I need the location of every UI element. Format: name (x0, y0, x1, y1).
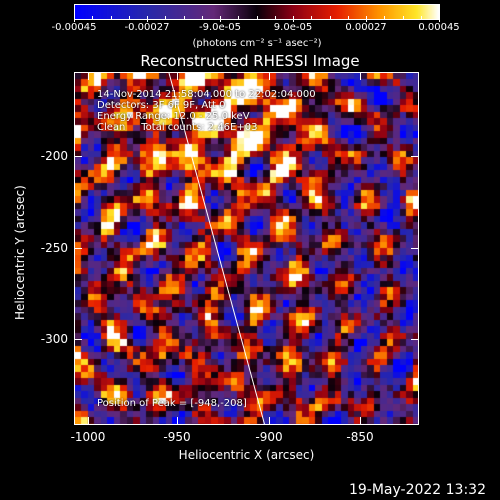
clean-annotation: Clean Total counts: 2.46E+03 (97, 122, 258, 133)
y-tick-label: -250 (40, 241, 68, 255)
x-tick-label: -1000 (70, 430, 106, 444)
axis-tickmark (269, 72, 270, 80)
colorbar-tickmark (274, 16, 276, 19)
colorbar-tickmark (165, 16, 167, 19)
plot-area: 14-Nov-2014 21:58:04.000 to 22:02:04.000… (74, 72, 419, 425)
colorbar-tickmark (293, 16, 294, 22)
colorbar-tickmark (402, 16, 404, 19)
peak-position-annotation: Position of Peak = [-948,-208] (97, 398, 247, 409)
axis-tickmark (360, 72, 361, 80)
colorbar-tickmark (183, 16, 185, 19)
colorbar-tickmark (366, 16, 367, 22)
colorbar-tickmark (420, 16, 422, 19)
colorbar-tick-label: -0.00045 (51, 22, 97, 33)
colorbar-tickmark (256, 16, 258, 19)
colorbar-tickmark (201, 16, 203, 19)
x-axis-label: Heliocentric X (arcsec) (178, 448, 315, 462)
heatmap-image (75, 73, 418, 424)
colorbar-tick-label: 0.00027 (345, 22, 387, 33)
colorbar-tick-label: 9.0e-05 (273, 22, 313, 33)
colorbar-tickmark (439, 16, 440, 22)
axis-tickmark (88, 72, 89, 80)
axis-tickmark (177, 417, 178, 425)
plot-title: Reconstructed RHESSI Image (140, 52, 360, 70)
y-axis-label: Heliocentric Y (arcsec) (13, 185, 27, 320)
colorbar-tickmark (147, 16, 148, 22)
colorbar-tickmark (238, 16, 240, 19)
colorbar-tick-label: -9.0e-05 (199, 22, 241, 33)
colorbar-tick-label: 0.00045 (418, 22, 460, 33)
colorbar-tickmark (220, 16, 221, 22)
colorbar-tickmark (384, 16, 386, 19)
colorbar-tickmark (74, 16, 75, 22)
generation-timestamp: 19-May-2022 13:32 (348, 482, 486, 498)
colorbar-tick-label: -0.00027 (124, 22, 170, 33)
x-tick-label: -950 (163, 430, 191, 444)
colorbar-tickmark (311, 16, 313, 19)
limb-line (168, 73, 265, 424)
x-tick-label: -850 (346, 430, 374, 444)
axis-tickmark (411, 248, 419, 249)
colorbar-tickmark (128, 16, 130, 19)
axis-tickmark (360, 417, 361, 425)
energy-range-annotation: Energy Range: 12.0 - 25.0 keV (97, 111, 250, 122)
axis-tickmark (74, 339, 82, 340)
colorbar-tickmark (329, 16, 331, 19)
axis-tickmark (411, 156, 419, 157)
axis-tickmark (411, 339, 419, 340)
colorbar-units-label: (photons cm⁻² s⁻¹ asec⁻²) (192, 38, 322, 49)
x-tick-label: -900 (255, 430, 283, 444)
time-range-annotation: 14-Nov-2014 21:58:04.000 to 22:02:04.000 (97, 89, 316, 100)
axis-tickmark (74, 248, 82, 249)
detectors-annotation: Detectors: 3F 6F 9F, Att 0 (97, 100, 226, 111)
colorbar-tickmark (110, 16, 112, 19)
y-tick-label: -300 (40, 332, 68, 346)
y-tick-label: -200 (40, 149, 68, 163)
axis-tickmark (269, 417, 270, 425)
axis-tickmark (177, 72, 178, 80)
axis-tickmark (74, 156, 82, 157)
colorbar-tickmark (347, 16, 349, 19)
axis-tickmark (88, 417, 89, 425)
colorbar-tickmark (92, 16, 94, 19)
